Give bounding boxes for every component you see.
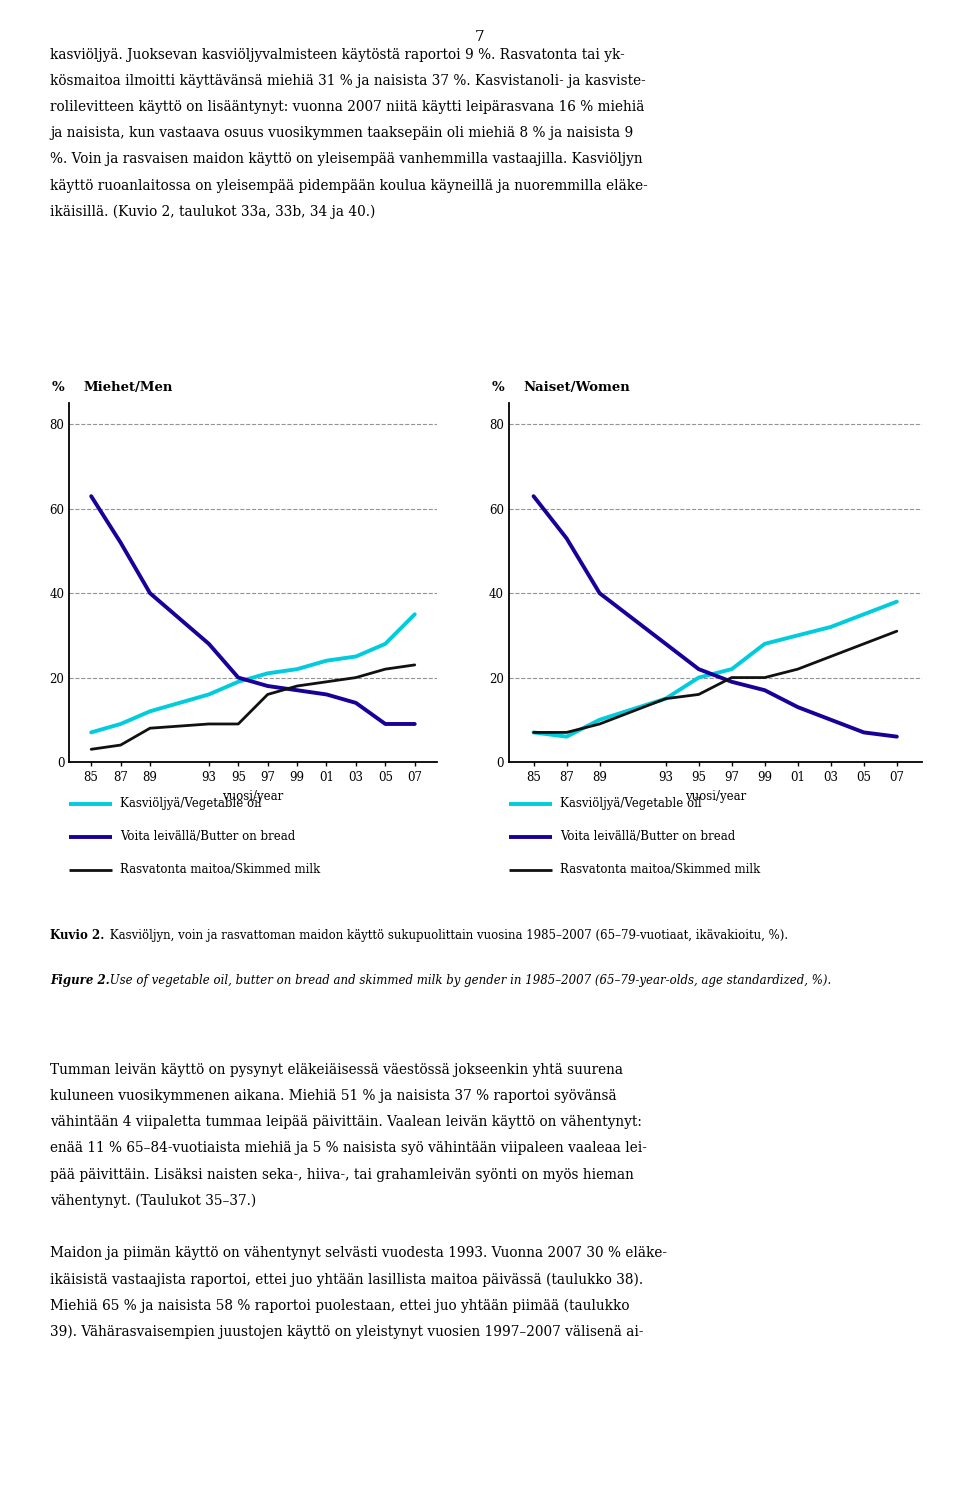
Text: Use of vegetable oil, butter on bread and skimmed milk by gender in 1985–2007 (6: Use of vegetable oil, butter on bread an… — [106, 974, 830, 988]
Text: Maidon ja piimän käyttö on vähentynyt selvästi vuodesta 1993. Vuonna 2007 30 % e: Maidon ja piimän käyttö on vähentynyt se… — [50, 1246, 667, 1259]
Text: %. Voin ja rasvaisen maidon käyttö on yleisempää vanhemmilla vastaajilla. Kasviö: %. Voin ja rasvaisen maidon käyttö on yl… — [50, 152, 642, 166]
Text: Miehiä 65 % ja naisista 58 % raportoi puolestaan, ettei juo yhtään piimää (taulu: Miehiä 65 % ja naisista 58 % raportoi pu… — [50, 1298, 630, 1313]
X-axis label: vuosi/year: vuosi/year — [684, 789, 746, 802]
Text: enää 11 % 65–84-vuotiaista miehiä ja 5 % naisista syö vähintään viipaleen vaalea: enää 11 % 65–84-vuotiaista miehiä ja 5 %… — [50, 1141, 647, 1155]
Text: Rasvatonta maitoa/Skimmed milk: Rasvatonta maitoa/Skimmed milk — [560, 864, 760, 875]
Text: 39). Vähärasvaisempien juustojen käyttö on yleistynyt vuosien 1997–2007 välisenä: 39). Vähärasvaisempien juustojen käyttö … — [50, 1325, 643, 1339]
Text: Kasviöljyä/Vegetable oil: Kasviöljyä/Vegetable oil — [560, 798, 702, 810]
Text: pää päivittäin. Lisäksi naisten seka-, hiiva-, tai grahamleivän syönti on myös h: pää päivittäin. Lisäksi naisten seka-, h… — [50, 1168, 634, 1182]
Text: käyttö ruoanlaitossa on yleisempää pidempään koulua käyneillä ja nuoremmilla elä: käyttö ruoanlaitossa on yleisempää pidem… — [50, 179, 648, 193]
Text: vähintään 4 viipaletta tummaa leipää päivittäin. Vaalean leivän käyttö on vähent: vähintään 4 viipaletta tummaa leipää päi… — [50, 1115, 642, 1129]
Text: Kuvio 2.: Kuvio 2. — [50, 929, 105, 943]
Text: Naiset/Women: Naiset/Women — [523, 381, 630, 394]
Text: vähentynyt. (Taulukot 35–37.): vähentynyt. (Taulukot 35–37.) — [50, 1194, 256, 1209]
Text: Rasvatonta maitoa/Skimmed milk: Rasvatonta maitoa/Skimmed milk — [120, 864, 321, 875]
Text: rolilevitteen käyttö on lisääntynyt: vuonna 2007 niitä käytti leipärasvana 16 % : rolilevitteen käyttö on lisääntynyt: vuo… — [50, 100, 644, 114]
Text: ikäisillä. (Kuvio 2, taulukot 33a, 33b, 34 ja 40.): ikäisillä. (Kuvio 2, taulukot 33a, 33b, … — [50, 205, 375, 220]
Text: %: % — [492, 381, 504, 394]
Text: kuluneen vuosikymmenen aikana. Miehiä 51 % ja naisista 37 % raportoi syövänsä: kuluneen vuosikymmenen aikana. Miehiä 51… — [50, 1089, 616, 1103]
Text: Voita leivällä/Butter on bread: Voita leivällä/Butter on bread — [120, 831, 296, 843]
Text: ikäisistä vastaajista raportoi, ettei juo yhtään lasillista maitoa päivässä (tau: ikäisistä vastaajista raportoi, ettei ju… — [50, 1273, 643, 1286]
X-axis label: vuosi/year: vuosi/year — [223, 789, 283, 802]
Text: Figure 2.: Figure 2. — [50, 974, 109, 988]
Text: ja naisista, kun vastaava osuus vuosikymmen taaksepäin oli miehiä 8 % ja naisist: ja naisista, kun vastaava osuus vuosikym… — [50, 127, 634, 140]
Text: Kasviöljyn, voin ja rasvattoman maidon käyttö sukupuolittain vuosina 1985–2007 (: Kasviöljyn, voin ja rasvattoman maidon k… — [106, 929, 788, 943]
Text: Kasviöljyä/Vegetable oil: Kasviöljyä/Vegetable oil — [120, 798, 262, 810]
Text: Miehet/Men: Miehet/Men — [84, 381, 173, 394]
Text: 7: 7 — [475, 30, 485, 43]
Text: Tumman leivän käyttö on pysynyt eläkeiäisessä väestössä jokseenkin yhtä suurena: Tumman leivän käyttö on pysynyt eläkeiäi… — [50, 1064, 623, 1077]
Text: kasviöljyä. Juoksevan kasviöljyvalmisteen käytöstä raportoi 9 %. Rasvatonta tai : kasviöljyä. Juoksevan kasviöljyvalmistee… — [50, 48, 625, 61]
Text: %: % — [52, 381, 64, 394]
Text: kösmaitoa ilmoitti käyttävänsä miehiä 31 % ja naisista 37 %. Kasvistanoli- ja ka: kösmaitoa ilmoitti käyttävänsä miehiä 31… — [50, 73, 646, 88]
Text: Voita leivällä/Butter on bread: Voita leivällä/Butter on bread — [560, 831, 735, 843]
